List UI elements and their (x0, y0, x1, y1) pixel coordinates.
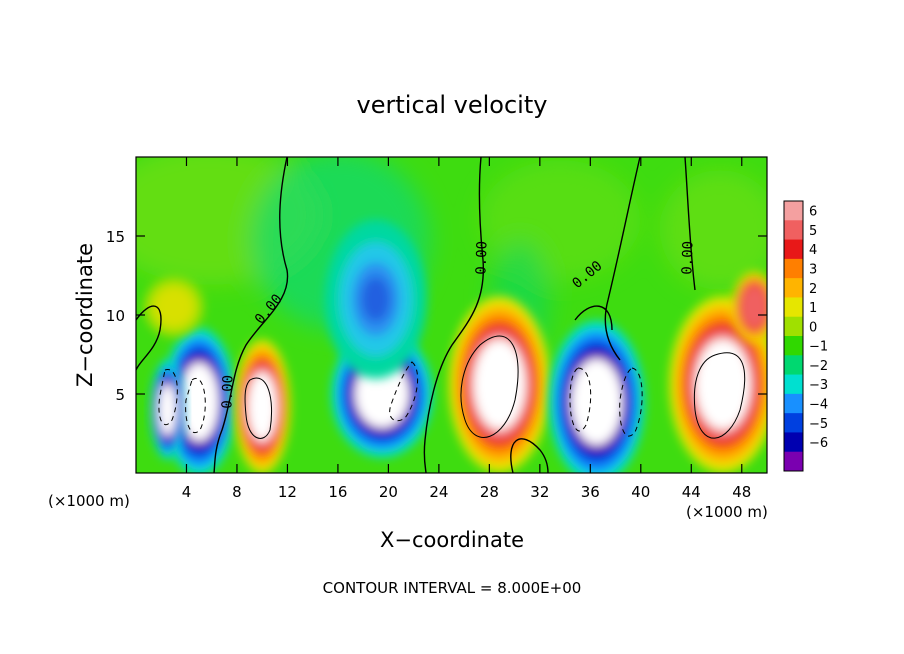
velocity-cell (548, 320, 645, 473)
contour-line (185, 377, 206, 433)
contour-line (389, 361, 419, 422)
zero-contours (136, 157, 696, 473)
x-unit-left: (×1000 m) (48, 492, 130, 510)
zero-contour-line (510, 438, 549, 473)
colorbar-frame (783, 200, 804, 472)
velocity-cell (324, 219, 427, 379)
negative-contours (158, 361, 643, 437)
zero-contour-line (423, 157, 485, 473)
colorbar-swatch (784, 336, 803, 356)
x-tick-label: 24 (429, 483, 448, 501)
contour-interval-footer: CONTOUR INTERVAL = 8.000E+00 (323, 579, 582, 597)
contour-line (460, 335, 519, 438)
zero-contour-line (604, 157, 641, 361)
colorbar-swatch (784, 278, 803, 298)
velocity-cell-ring (361, 276, 391, 322)
x-tick-label: 8 (232, 483, 242, 501)
colorbar-tick-label: 4 (809, 243, 817, 258)
colorbar-swatch (784, 239, 803, 260)
colorbar-swatch (784, 201, 803, 221)
colorbar-tick-label: −3 (809, 378, 828, 393)
colorbar-tick-label: −2 (809, 359, 828, 374)
zero-contour-line (574, 305, 613, 331)
contour-label: 0.00 (473, 241, 490, 275)
velocity-cell (731, 271, 767, 343)
colorbar-swatch (784, 316, 803, 337)
colorbar-swatch (784, 413, 803, 433)
y-tick-label: 5 (115, 386, 125, 404)
velocity-cell-ring (473, 340, 525, 429)
velocity-cell-ring (695, 340, 750, 429)
colorbar-swatch (784, 393, 803, 414)
velocity-cell-ring (248, 372, 277, 441)
colorbar-tick-label: 6 (809, 205, 817, 220)
y-tick-label: 10 (106, 307, 125, 325)
colorbar-swatch (784, 451, 803, 472)
contour-line (693, 352, 746, 439)
colorbar-tick-label: 5 (809, 224, 817, 239)
x-tick-label: 40 (631, 483, 650, 501)
velocity-cell-ring (740, 285, 767, 329)
x-tick-label: 4 (182, 483, 192, 501)
colorbar-swatch (784, 374, 803, 395)
contour-line (244, 377, 273, 439)
x-tick-label: 32 (530, 483, 549, 501)
x-tick-label: 48 (732, 483, 751, 501)
velocity-cell-ring (179, 362, 219, 442)
y-tick-label: 15 (106, 228, 125, 246)
colorbar-swatch (784, 220, 803, 241)
contour-label: 0.00 (219, 375, 236, 409)
colorbar-tick-label: 1 (809, 301, 817, 316)
colorbar: 6 5 4 3 2 1 0 −1 −2 −3 −4 −5 −6 (783, 200, 828, 472)
colorbar-tick-label: −1 (809, 340, 828, 355)
y-axis-title: Z−coordinate (73, 243, 97, 387)
x-unit-right: (×1000 m) (686, 503, 768, 521)
x-tick-label: 36 (581, 483, 600, 501)
velocity-cell (234, 339, 291, 473)
contour-line (619, 367, 643, 437)
colorbar-tick-label: −5 (809, 417, 828, 432)
x-axis-title: X−coordinate (380, 528, 524, 552)
zero-contour-line (213, 157, 289, 473)
velocity-cell-ring (153, 286, 195, 328)
velocity-cell (448, 296, 551, 473)
x-tick-label: 16 (328, 483, 347, 501)
contour-label: 0.00 (679, 241, 696, 275)
velocity-cell-ring (571, 358, 622, 445)
colorbar-tick-label: −4 (809, 398, 828, 413)
colorbar-tick-label: −6 (809, 436, 828, 451)
contour-line (158, 369, 178, 426)
inner-contours (244, 335, 746, 439)
colorbar-tick-label: 3 (809, 263, 817, 278)
x-tick-label: 28 (480, 483, 499, 501)
x-tick-label: 12 (278, 483, 297, 501)
plot-area: 0.00 0.00 0.00 0.00 0.00 (136, 157, 767, 473)
velocity-cell-ring (158, 383, 177, 436)
x-tick-label: 44 (682, 483, 701, 501)
x-tick-label: 20 (379, 483, 398, 501)
zero-contour-line (136, 305, 162, 371)
colorbar-swatch (784, 258, 803, 279)
colorbar-swatch (784, 432, 803, 453)
colorbar-tick-label: 0 (809, 320, 817, 335)
contour-line (569, 367, 592, 432)
velocity-cell (150, 360, 185, 460)
chart-title: vertical velocity (357, 91, 548, 119)
colorbar-tick-label: 2 (809, 282, 817, 297)
colorbar-swatch (784, 297, 803, 318)
colorbar-swatch (784, 355, 803, 376)
velocity-cell (144, 277, 204, 337)
zero-contour-line (684, 157, 696, 291)
